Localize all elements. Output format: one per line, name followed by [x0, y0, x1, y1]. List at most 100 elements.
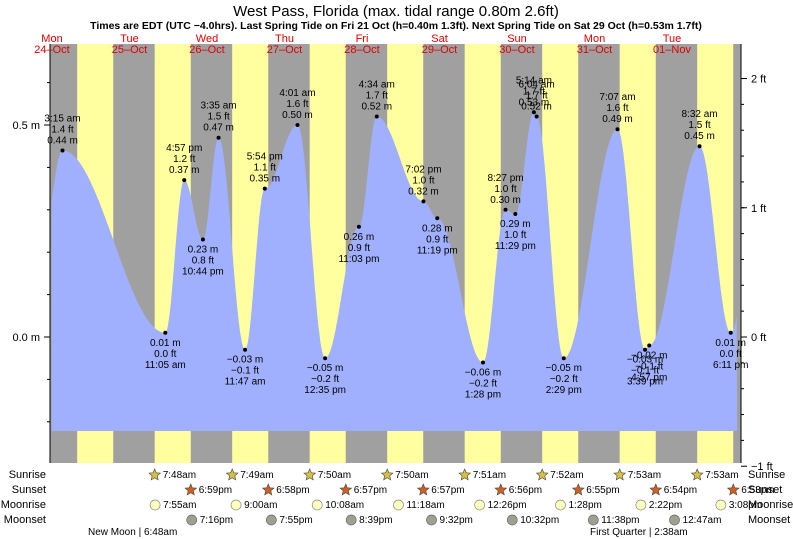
day-header-date: 29–Oct	[422, 44, 457, 56]
moonset-time: 12:47am	[683, 515, 722, 526]
moonset-time: 10:32pm	[520, 515, 559, 526]
tide-ft-label: −0.2 ft	[550, 374, 578, 385]
sunrise-icon	[225, 468, 239, 481]
tide-m-label: −0.06 m	[465, 367, 501, 378]
moonrise-icon	[393, 499, 404, 511]
tide-ft-label: −0.1 ft	[631, 366, 659, 377]
tide-ft-label: 1.5 ft	[207, 112, 229, 123]
tide-point	[295, 123, 300, 127]
tide-point	[216, 135, 221, 140]
moonrise-time: 12:26pm	[488, 500, 527, 511]
tide-point	[163, 330, 168, 335]
tide-point	[421, 199, 426, 204]
tide-m-label: 0.26 m	[344, 232, 375, 243]
day-header-date: 01–Nov	[653, 44, 691, 56]
tide-ft-label: 0.9 ft	[348, 243, 370, 254]
moonrise-icon	[311, 499, 323, 511]
row-label-right: Moonrise	[748, 499, 793, 511]
tide-ft-label: −0.1 ft	[231, 366, 259, 377]
tide-ft-label: 1.0 ft	[504, 230, 526, 241]
tide-point	[647, 343, 652, 348]
sunrise-time: 7:48am	[163, 470, 196, 481]
tide-point	[374, 114, 379, 119]
moon-phase-new: New Moon | 6:48am	[88, 527, 177, 538]
tide-ft-label: −0.1 ft	[635, 361, 663, 372]
tide-time-label: 2:29 pm	[546, 385, 582, 396]
tide-ft-label: 1.6 ft	[286, 99, 308, 110]
moonrise-icon	[635, 499, 647, 511]
tide-time-label: 7:07 am	[599, 92, 635, 103]
tide-point	[243, 347, 248, 352]
moonrise-icon	[555, 499, 566, 511]
moonset-icon	[186, 514, 198, 526]
sunrise-time: 7:53am	[628, 470, 661, 481]
tide-m-label: 0.45 m	[684, 131, 715, 142]
tide-ft-label: 1.2 ft	[173, 154, 195, 165]
moonrise-time: 3:08pm	[729, 500, 762, 511]
moonset-time: 8:39pm	[359, 515, 392, 526]
tide-ft-label: 1.5 ft	[688, 120, 710, 131]
tide-m-label: −0.05 m	[546, 363, 582, 374]
tide-m-label: 0.01 m	[715, 338, 746, 349]
sunrise-time: 7:52am	[550, 470, 583, 481]
tide-ft-label: 0.8 ft	[192, 255, 214, 266]
tide-point	[200, 237, 205, 242]
tide-area	[51, 112, 738, 432]
tide-time-label: 3:39 pm	[627, 377, 663, 388]
tide-m-label: 0.50 m	[282, 110, 313, 121]
sunrise-time: 7:51am	[473, 470, 506, 481]
sunset-icon	[649, 483, 663, 496]
tide-time-label: 4:01 am	[279, 88, 315, 99]
tide-point	[356, 224, 361, 229]
day-header-date: 27–Oct	[267, 44, 302, 56]
row-label-left: Moonrise	[1, 499, 46, 511]
tide-time-label: 11:03 pm	[338, 254, 379, 265]
tide-m-label: 0.32 m	[408, 186, 439, 197]
tide-point	[503, 207, 508, 212]
tide-ft-label: 0.9 ft	[426, 234, 448, 245]
tide-time-label: 6:11 pm	[713, 360, 748, 371]
tide-point	[262, 186, 267, 191]
y-tick-label-ft: 2 ft	[751, 74, 766, 86]
y-tick-label-m: 0.0 m	[12, 332, 40, 344]
tide-m-label: −0.03 m	[227, 355, 263, 366]
day-header-weekday: Fri	[356, 33, 369, 45]
tide-point	[561, 356, 566, 361]
tide-m-label: 0.47 m	[203, 123, 234, 134]
day-header-date: 26–Oct	[189, 44, 224, 56]
moonset-icon	[265, 514, 277, 526]
moonrise-time: 11:18am	[406, 500, 444, 511]
tide-ft-label: 1.0 ft	[494, 184, 516, 195]
tide-time-label: 4:57 pm	[631, 372, 667, 383]
sunrise-icon	[690, 468, 704, 481]
row-label-right: Sunset	[748, 484, 782, 496]
y-tick-label-ft: 0 ft	[751, 332, 766, 344]
sunset-icon	[494, 483, 508, 496]
tide-m-label: 0.29 m	[500, 219, 531, 230]
sunset-time: 6:53pm	[741, 485, 774, 496]
sunrise-time: 7:53am	[705, 470, 738, 481]
moonrise-icon	[474, 499, 485, 511]
tide-time-label: 10:44 pm	[182, 266, 224, 277]
tide-ft-label: 0.0 ft	[720, 349, 742, 360]
day-header-weekday: Mon	[584, 33, 605, 45]
tide-time-label: 11:19 pm	[417, 245, 458, 256]
sunset-icon	[261, 483, 275, 496]
tide-m-label: 0.52 m	[521, 102, 552, 113]
chart-subtitle: Times are EDT (UTC −4.0hrs). Last Spring…	[90, 20, 702, 32]
tide-time-label: 12:35 pm	[304, 385, 346, 396]
tide-ft-label: 1.7 ft	[523, 86, 545, 97]
day-header-weekday: Sat	[431, 33, 448, 45]
moonset-time: 9:32pm	[440, 515, 473, 526]
day-header-date: 24–Oct	[34, 44, 69, 56]
tide-point	[531, 110, 536, 115]
tide-point	[615, 127, 620, 132]
row-label-right: Sunrise	[748, 469, 785, 481]
sunset-time: 6:57pm	[354, 485, 387, 496]
tide-ft-label: 1.6 ft	[606, 103, 628, 114]
tide-m-label: 0.49 m	[602, 114, 633, 125]
tide-time-label: 7:02 pm	[405, 164, 441, 175]
tide-time-label: 4:57 pm	[166, 143, 202, 154]
day-header-date: 25–Oct	[112, 44, 147, 56]
moonset-icon	[426, 514, 437, 526]
